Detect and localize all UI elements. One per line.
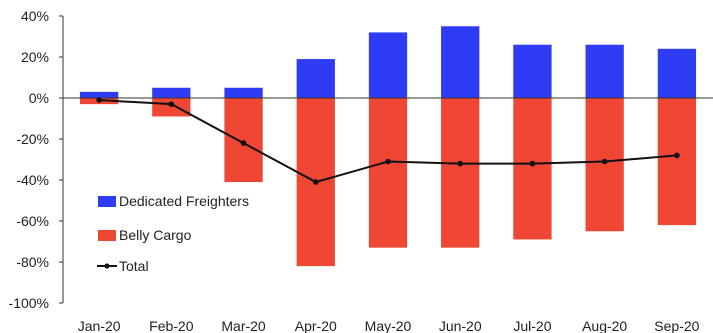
legend-label-dedicated-freighters: Dedicated Freighters (119, 193, 249, 209)
bars-layer (79, 26, 697, 267)
bar-belly-cargo-may-20 (368, 98, 408, 248)
x-axis-ticks: Jan-20 Feb-20 Mar-20 Apr-20 May-20 Jun-20 Jul-… (78, 318, 700, 333)
total-line-layer (96, 97, 680, 185)
bar-belly-cargo-feb-20 (152, 98, 191, 117)
x-tick-label: Jan-20 (78, 318, 121, 333)
y-tick-label: -60% (16, 213, 49, 229)
bar-dedicated-freighters-jan-20 (79, 91, 119, 98)
x-tick-label: May-20 (365, 318, 412, 333)
axes-layer (62, 16, 713, 303)
total-point-mar-20 (240, 140, 247, 146)
x-tick-label: Apr-20 (295, 318, 337, 333)
y-tick-label: 0% (29, 90, 49, 106)
x-tick-label: Sep-20 (654, 318, 699, 333)
legend-swatch-dedicated-freighters (98, 196, 116, 207)
bar-dedicated-freighters-mar-20 (224, 87, 263, 98)
bar-belly-cargo-aug-20 (585, 98, 624, 232)
bar-dedicated-freighters-may-20 (368, 32, 408, 98)
legend-swatch-belly-cargo (98, 230, 116, 241)
y-tick-label: -40% (16, 172, 49, 188)
legend-marker-total (104, 263, 110, 269)
total-point-sep-20 (674, 152, 680, 159)
total-point-apr-20 (312, 179, 319, 185)
total-point-jul-20 (529, 160, 536, 167)
y-tick-label: -100% (9, 295, 49, 311)
bar-dedicated-freighters-jul-20 (513, 44, 552, 98)
bar-dedicated-freighters-apr-20 (296, 59, 335, 98)
y-tick-label: -80% (16, 254, 49, 270)
y-tick-label: 40% (21, 8, 49, 24)
x-tick-label: Feb-20 (149, 318, 194, 333)
total-point-jan-20 (96, 97, 102, 103)
x-tick-label: Mar-20 (221, 318, 266, 333)
bar-dedicated-freighters-sep-20 (657, 48, 697, 98)
bar-belly-cargo-jul-20 (513, 98, 552, 240)
total-point-feb-20 (168, 101, 175, 107)
bar-dedicated-freighters-feb-20 (152, 87, 191, 98)
bar-belly-cargo-sep-20 (657, 98, 697, 226)
y-axis-ticks: 40% 20% 0% -20% -40% -60% -80% -100% (9, 8, 63, 311)
bar-belly-cargo-jun-20 (441, 98, 480, 248)
legend-label-belly-cargo: Belly Cargo (119, 227, 192, 243)
legend-label-total: Total (119, 258, 149, 274)
x-tick-label: Jun-20 (439, 318, 482, 333)
total-point-may-20 (385, 158, 391, 165)
total-point-aug-20 (601, 158, 608, 165)
total-point-jun-20 (457, 160, 464, 167)
x-tick-label: Aug-20 (582, 318, 627, 333)
bar-belly-cargo-mar-20 (224, 98, 263, 183)
bar-dedicated-freighters-aug-20 (585, 44, 624, 98)
bar-dedicated-freighters-jun-20 (441, 26, 480, 98)
y-tick-label: 20% (21, 49, 49, 65)
legend: Dedicated Freighters Belly Cargo Total (97, 193, 249, 274)
x-tick-label: Jul-20 (513, 318, 551, 333)
y-tick-label: -20% (16, 131, 49, 147)
